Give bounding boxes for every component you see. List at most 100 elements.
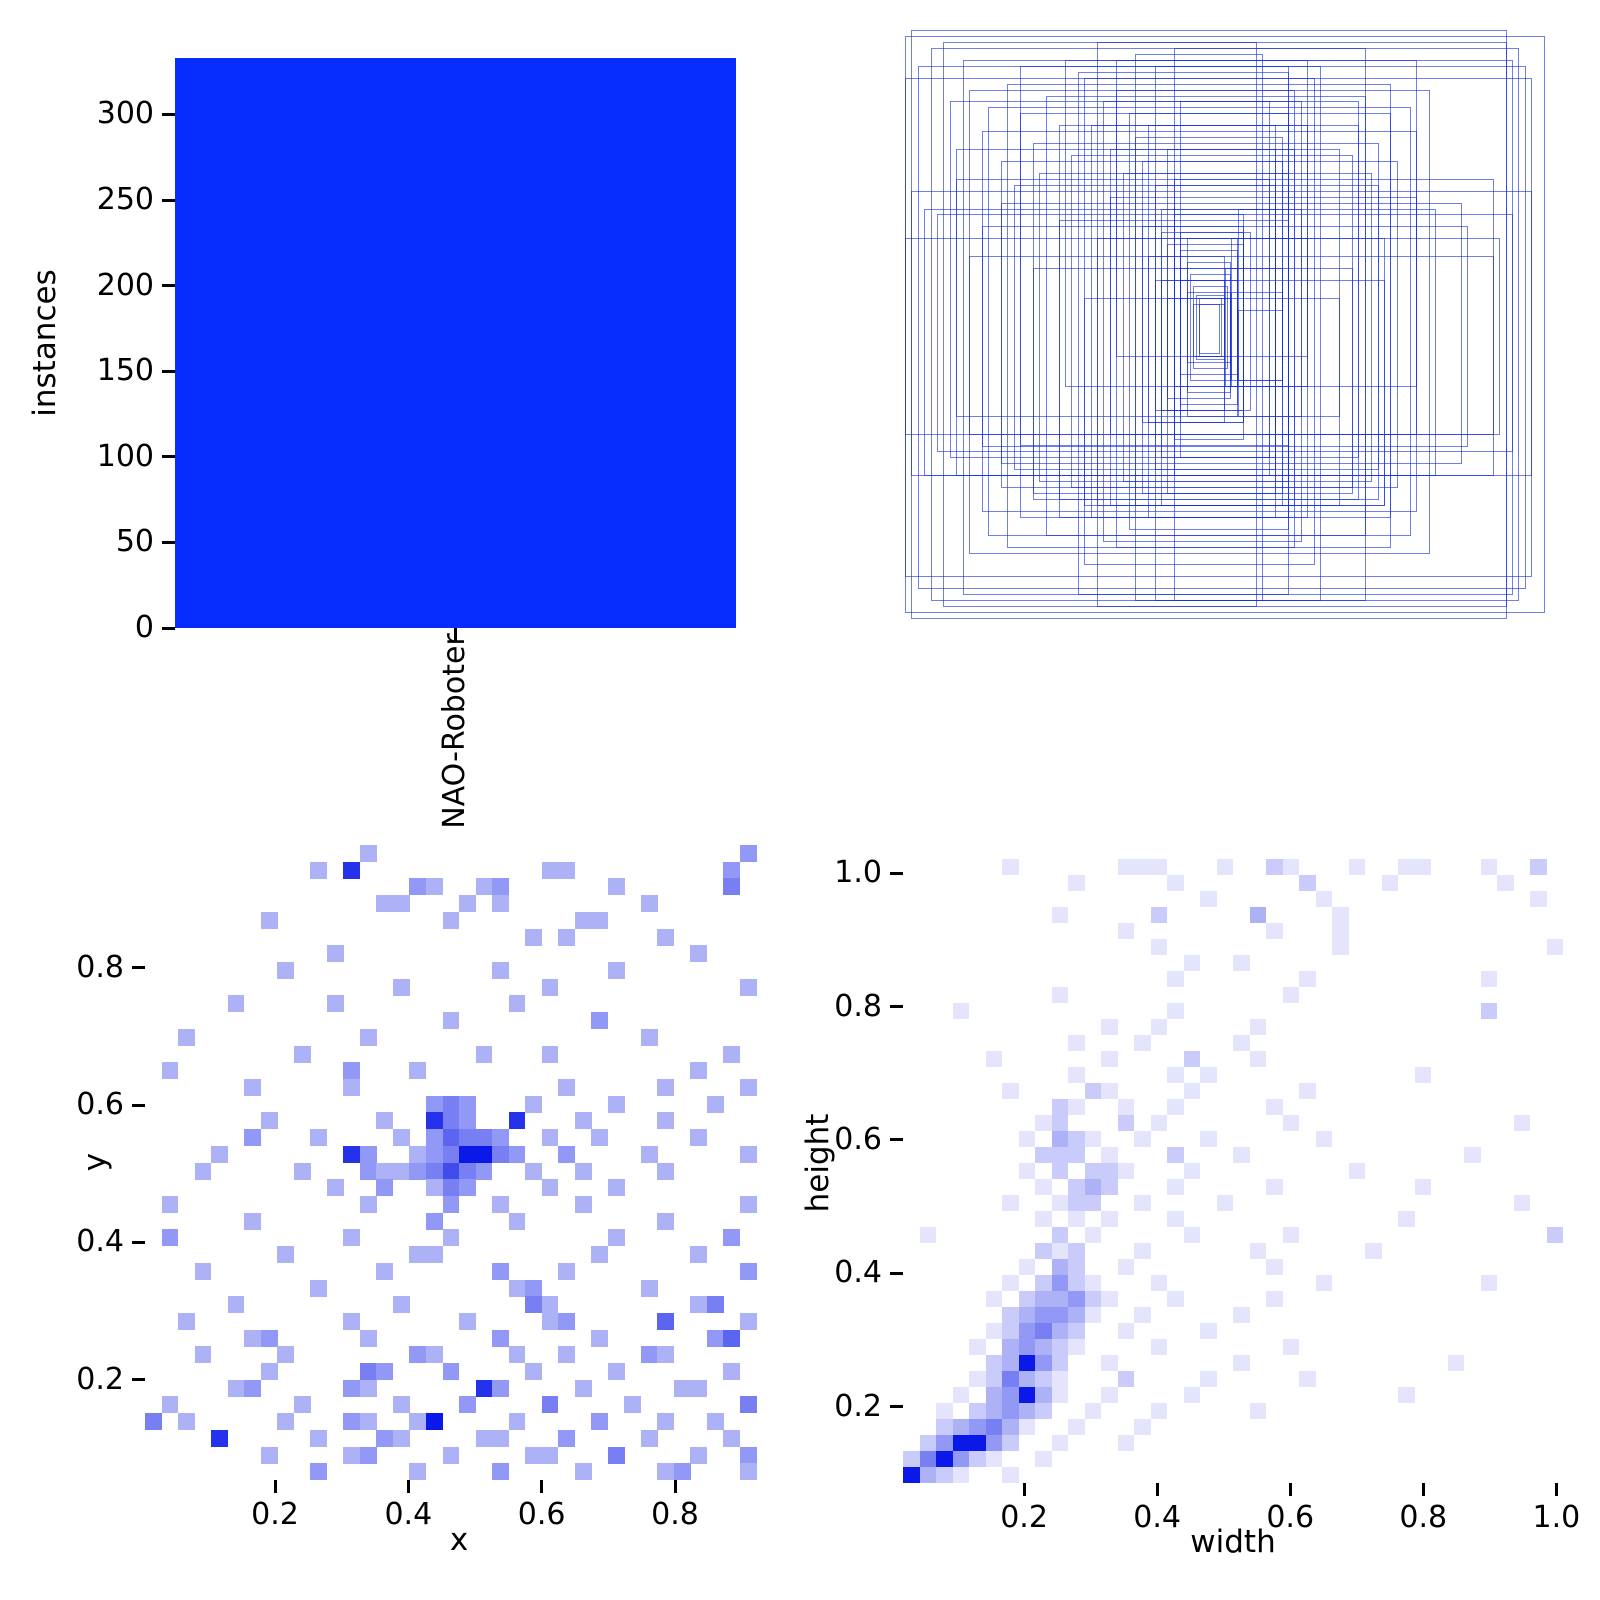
heatmap-cell — [657, 1212, 675, 1230]
heatmap-cell — [919, 1467, 937, 1483]
heatmap-cell — [392, 978, 410, 996]
heatmap-cell — [260, 1363, 278, 1381]
heatmap-cell — [541, 1045, 559, 1063]
heatmap-cell — [1167, 1067, 1184, 1084]
heatmap-cell — [1051, 987, 1069, 1004]
heatmap-cell — [359, 845, 377, 863]
heatmap-cell — [392, 1429, 410, 1447]
heatmap-cell — [161, 1396, 179, 1414]
heatmap-cell — [657, 1312, 675, 1330]
heatmap-cell — [1018, 1355, 1036, 1372]
bounding-box — [1154, 279, 1225, 411]
heatmap-cell — [442, 1112, 460, 1130]
heatmap-cell — [969, 1371, 986, 1388]
heatmap-cell — [1150, 1403, 1168, 1420]
heatmap-cell — [706, 1413, 724, 1431]
heatmap-cell — [1084, 1275, 1102, 1292]
heatmap-cell — [1183, 1227, 1201, 1244]
heatmap-cell — [508, 1112, 526, 1130]
heatmap-cell — [969, 1403, 986, 1420]
heatmap-cell — [541, 1129, 559, 1147]
y-tick-label: 200 — [96, 267, 154, 303]
heatmap-cell — [607, 1363, 625, 1381]
heatmap-cell — [442, 1229, 460, 1247]
bounding-box — [1109, 196, 1417, 435]
heatmap-cell — [591, 1329, 609, 1347]
heatmap-cell — [442, 1446, 460, 1464]
heatmap-cell — [227, 1296, 245, 1314]
heatmap-cell — [343, 1413, 361, 1431]
heatmap-cell — [525, 1279, 542, 1297]
heatmap-cell — [1002, 1355, 1019, 1372]
heatmap-cell — [277, 1246, 295, 1264]
bounding-box — [1199, 303, 1221, 355]
heatmap-cell — [442, 1129, 460, 1147]
heatmap-cell — [1051, 1435, 1069, 1452]
heatmap-cell — [1101, 1019, 1118, 1036]
heatmap-cell — [1216, 1195, 1234, 1212]
heatmap-cell — [459, 1145, 476, 1163]
heatmap-cell — [525, 1162, 542, 1180]
heatmap-cell — [376, 1262, 394, 1280]
heatmap-cell — [525, 1095, 542, 1113]
y-tick-label: 0.2 — [76, 1361, 124, 1397]
heatmap-cell — [1200, 1131, 1217, 1148]
heatmap-cell — [591, 1246, 609, 1264]
heatmap-cell — [1167, 971, 1184, 988]
heatmap-cell — [673, 1463, 691, 1480]
heatmap-cell — [574, 1463, 592, 1480]
heatmap-cell — [1200, 1067, 1217, 1084]
heatmap-cell — [442, 1012, 460, 1030]
heatmap-cell — [359, 1028, 377, 1046]
x-tick-mark — [1288, 1483, 1292, 1496]
heatmap-cell — [459, 1312, 476, 1330]
heatmap-cell — [739, 1195, 757, 1213]
heatmap-cell — [558, 1312, 576, 1330]
heatmap-cell — [1035, 1275, 1052, 1292]
heatmap-cell — [1084, 1131, 1102, 1148]
heatmap-cell — [1315, 891, 1333, 908]
heatmap-cell — [392, 895, 410, 913]
heatmap-cell — [1002, 859, 1019, 876]
heatmap-cell — [1480, 971, 1498, 988]
heatmap-cell — [1018, 1163, 1036, 1180]
wh-heatmap-layer — [903, 843, 1563, 1483]
heatmap-cell — [1117, 1435, 1135, 1452]
heatmap-cell — [1167, 875, 1184, 892]
heatmap-cell — [1183, 1163, 1201, 1180]
x-tick-label: 0.6 — [517, 1497, 566, 1532]
heatmap-cell — [1183, 1387, 1201, 1404]
heatmap-cell — [376, 1179, 394, 1197]
heatmap-cell — [1068, 1147, 1085, 1164]
heatmap-cell — [1315, 1275, 1333, 1292]
heatmap-cell — [211, 1145, 228, 1163]
heatmap-cell — [244, 1078, 262, 1096]
heatmap-cell — [1051, 1339, 1069, 1356]
heatmap-cell — [1068, 1131, 1085, 1148]
heatmap-cell — [739, 1312, 757, 1330]
heatmap-cell — [1332, 907, 1349, 924]
heatmap-cell — [640, 1346, 658, 1364]
y-tick-mark — [890, 1005, 903, 1008]
heatmap-cell — [1035, 1339, 1052, 1356]
y-tick-mark — [132, 1103, 145, 1107]
heatmap-cell — [739, 1446, 757, 1464]
heatmap-cell — [525, 1446, 542, 1464]
bar-category-label: NAO-Roboter — [437, 633, 472, 829]
heatmap-cell — [310, 1429, 328, 1447]
heatmap-cell — [1002, 1339, 1019, 1356]
heatmap-cell — [558, 1429, 576, 1447]
heatmap-cell — [985, 1387, 1003, 1404]
heatmap-cell — [492, 1262, 509, 1280]
heatmap-cell — [145, 1413, 162, 1431]
heatmap-cell — [723, 1363, 741, 1381]
heatmap-cell — [475, 1429, 493, 1447]
heatmap-cell — [607, 962, 625, 980]
heatmap-cell — [739, 1262, 757, 1280]
heatmap-cell — [1348, 859, 1366, 876]
heatmap-cell — [1018, 1307, 1036, 1324]
heatmap-cell — [985, 1403, 1003, 1420]
heatmap-cell — [1051, 1195, 1069, 1212]
heatmap-cell — [607, 878, 625, 896]
